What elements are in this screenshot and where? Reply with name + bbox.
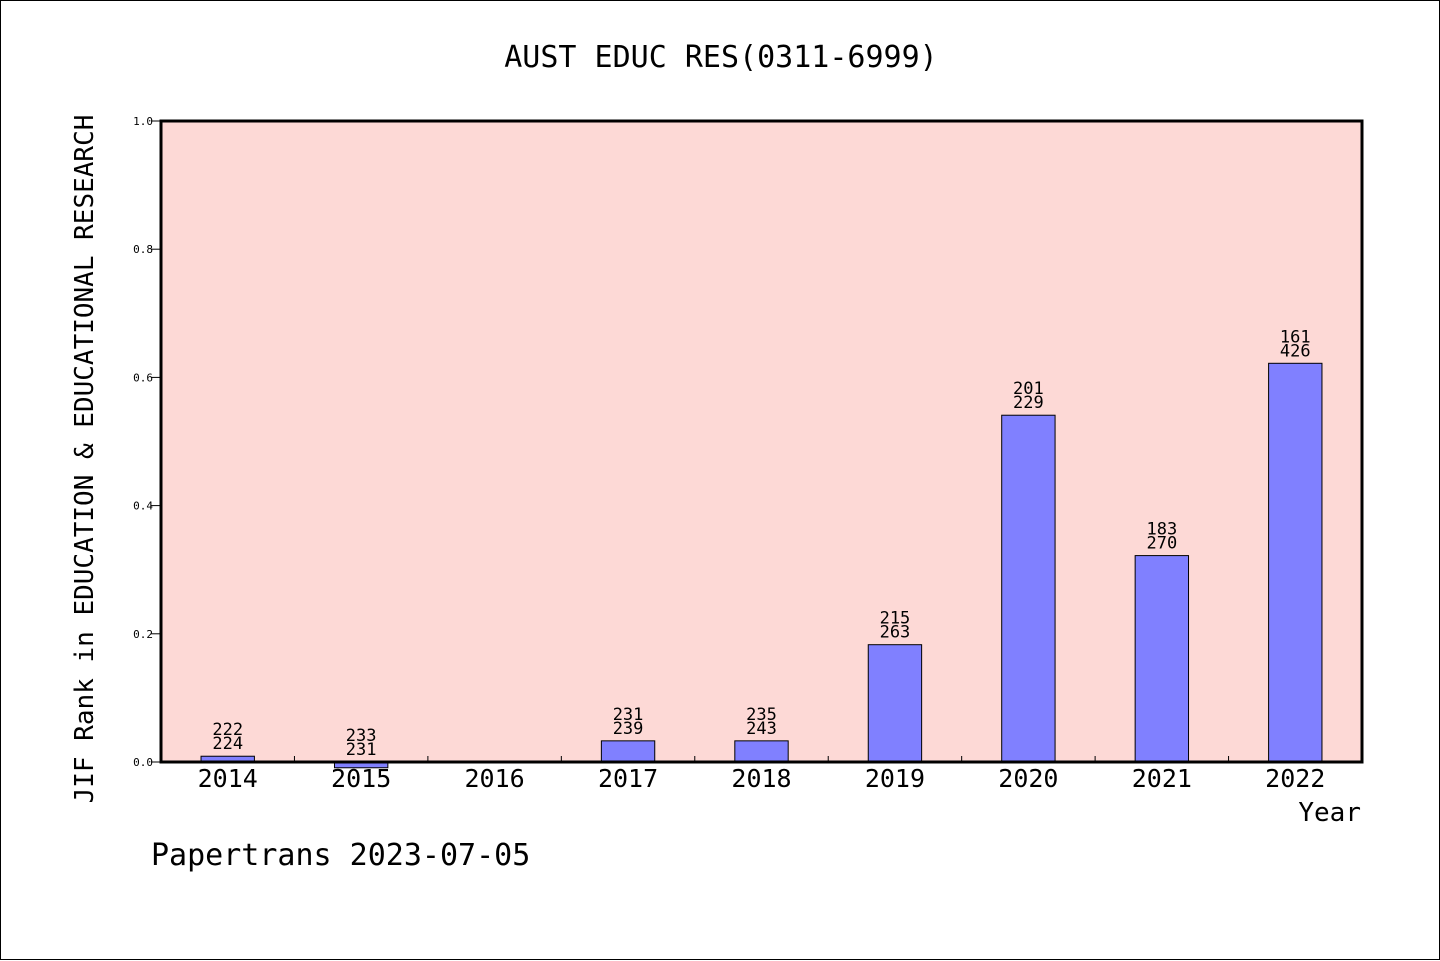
x-tick-label: 2019 (865, 764, 925, 793)
y-tick-label: 0.2 (133, 628, 153, 641)
rank-label-top: 183 (1146, 520, 1177, 540)
bar-2017 (600, 740, 656, 763)
bar-2018 (734, 740, 789, 763)
plot-border (159, 119, 1364, 764)
bar-series (200, 362, 1323, 769)
rank-label-bottom: 270 (1146, 534, 1177, 554)
y-tick-label: 0.0 (133, 756, 153, 769)
bar-2021 (1134, 555, 1190, 763)
y-tick-label: 0.8 (133, 243, 153, 256)
rank-label-bottom: 229 (1013, 393, 1044, 413)
y-axis-label: JIF Rank in EDUCATION & EDUCATIONAL RESE… (70, 115, 100, 804)
footer-credit: Papertrans 2023-07-05 (151, 838, 530, 873)
rank-label-top: 201 (1013, 379, 1044, 399)
y-tick-label: 0.4 (133, 500, 153, 513)
y-axis: 0.0 0.2 0.4 0.6 0.8 1.0 (133, 115, 161, 769)
rank-label-bottom: 224 (212, 734, 243, 754)
y-tick-label: 1.0 (133, 115, 153, 128)
rank-label-top: 222 (212, 720, 243, 740)
x-tick-label: 2017 (598, 764, 658, 793)
x-axis-label: Year (1298, 798, 1361, 828)
rank-label-top: 231 (613, 705, 644, 725)
rank-label-top: 215 (880, 609, 911, 629)
x-tick-label: 2015 (331, 764, 391, 793)
chart-title: AUST EDUC RES(0311-6999) (504, 40, 937, 75)
x-tick-label: 2022 (1265, 764, 1325, 793)
bar-2020 (1001, 414, 1056, 763)
bar-2019 (867, 644, 923, 763)
rank-label-bottom: 239 (613, 719, 644, 739)
rank-label-bottom: 263 (880, 623, 911, 643)
rank-label-top: 235 (746, 705, 777, 725)
y-tick-label: 0.6 (133, 371, 153, 384)
x-axis: 2014 2015 2016 2017 2018 2019 2020 2021 2022 (198, 756, 1325, 793)
x-tick-label: 2020 (998, 764, 1058, 793)
rank-label-bottom: 426 (1280, 341, 1311, 361)
x-tick-label: 2014 (198, 764, 258, 793)
rank-label-bottom: 243 (746, 719, 777, 739)
rank-label-bottom: 231 (346, 740, 377, 760)
x-tick-label: 2021 (1132, 764, 1192, 793)
rank-label-top: 233 (346, 726, 377, 746)
bar-2022 (1268, 362, 1323, 763)
x-tick-label: 2018 (731, 764, 791, 793)
rank-label-top: 161 (1280, 327, 1311, 347)
x-tick-label: 2016 (465, 764, 525, 793)
